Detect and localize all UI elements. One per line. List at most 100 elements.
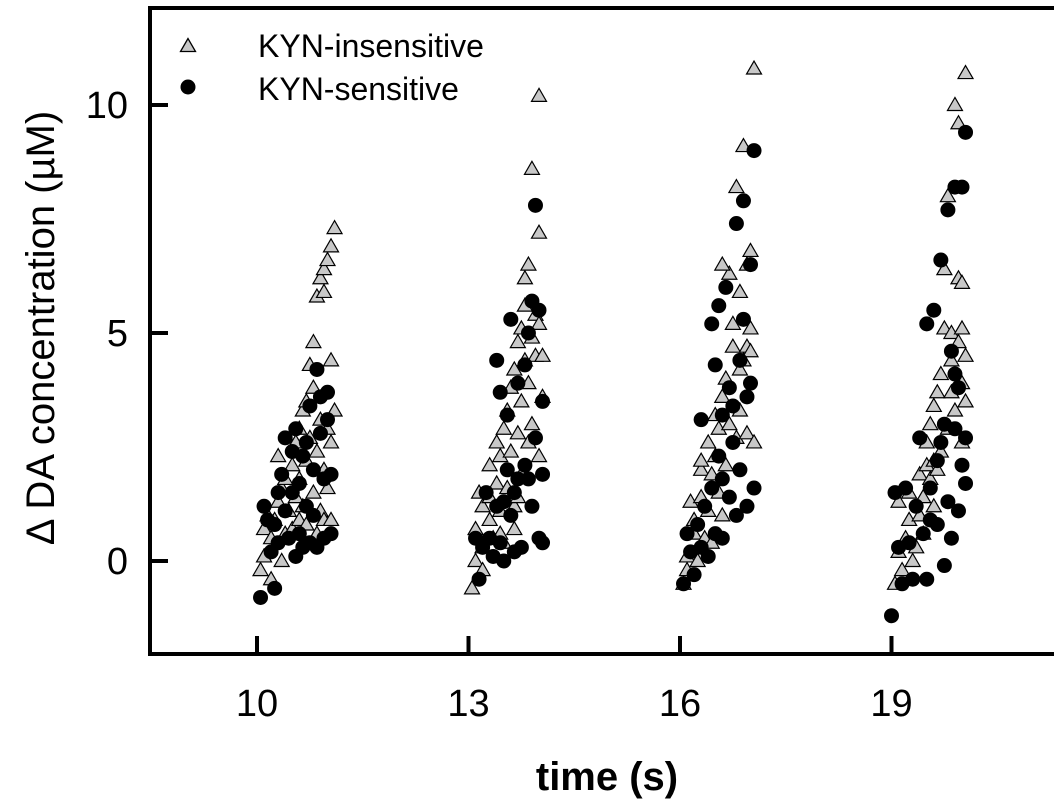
data-point-kyn-insensitive — [318, 251, 337, 267]
data-point-kyn-insensitive — [474, 497, 492, 513]
data-point-kyn-insensitive — [505, 360, 523, 376]
data-point-kyn-sensitive — [711, 298, 727, 314]
data-point-kyn-insensitive — [322, 237, 340, 253]
data-point-kyn-insensitive — [251, 561, 270, 577]
data-point-kyn-sensitive — [936, 558, 952, 574]
data-point-kyn-insensitive — [893, 561, 911, 577]
data-point-kyn-sensitive — [714, 407, 730, 423]
data-point-kyn-insensitive — [523, 160, 541, 175]
data-point-kyn-insensitive — [946, 96, 964, 112]
data-point-kyn-sensitive — [929, 453, 945, 469]
data-point-kyn-insensitive — [692, 451, 710, 467]
data-point-kyn-sensitive — [320, 384, 335, 400]
data-point-kyn-insensitive — [502, 442, 520, 458]
data-point-kyn-insensitive — [904, 552, 922, 568]
data-point-kyn-insensitive — [322, 351, 340, 367]
data-point-kyn-sensitive — [305, 462, 321, 478]
data-point-kyn-sensitive — [919, 316, 935, 332]
data-point-kyn-sensitive — [735, 311, 751, 327]
data-point-kyn-sensitive — [714, 530, 730, 546]
data-point-kyn-sensitive — [253, 589, 269, 605]
data-point-kyn-sensitive — [510, 471, 526, 487]
data-point-kyn-sensitive — [704, 480, 720, 496]
data-point-kyn-sensitive — [496, 494, 512, 510]
data-point-kyn-insensitive — [713, 255, 731, 271]
data-point-kyn-insensitive — [932, 365, 950, 381]
data-point-kyn-insensitive — [724, 337, 742, 353]
data-point-kyn-sensitive — [933, 252, 949, 268]
data-point-kyn-insensitive — [911, 465, 929, 481]
x-tick-label: 16 — [659, 683, 701, 725]
data-point-kyn-insensitive — [713, 506, 731, 522]
data-point-kyn-insensitive — [509, 424, 527, 440]
data-point-kyn-sensitive — [517, 457, 533, 473]
y-axis-title: Δ DA concentration (µM) — [19, 111, 63, 545]
data-point-kyn-sensitive — [499, 407, 515, 423]
data-point-kyn-sensitive — [270, 485, 286, 501]
x-axis-title: time (s) — [536, 755, 678, 799]
data-point-kyn-sensitive — [915, 526, 931, 542]
data-point-kyn-insensitive — [946, 401, 964, 417]
data-point-kyn-sensitive — [912, 430, 928, 446]
data-point-kyn-sensitive — [922, 480, 938, 496]
data-point-kyn-sensitive — [958, 475, 974, 491]
data-point-kyn-sensitive — [478, 485, 494, 501]
data-point-kyn-sensitive — [291, 526, 307, 542]
data-point-kyn-sensitive — [947, 366, 963, 382]
data-point-kyn-insensitive — [530, 223, 548, 239]
data-point-kyn-insensitive — [463, 579, 481, 595]
data-point-kyn-sensitive — [471, 571, 487, 587]
data-point-kyn-insensitive — [914, 488, 932, 504]
data-point-kyn-insensitive — [928, 383, 946, 399]
data-point-kyn-sensitive — [492, 384, 508, 400]
data-point-kyn-insensitive — [304, 483, 322, 499]
data-point-kyn-sensitive — [535, 393, 551, 409]
data-point-kyn-insensitive — [488, 433, 506, 449]
data-point-kyn-insensitive — [724, 315, 742, 330]
legend-marker-kyn-insensitive — [179, 37, 197, 53]
data-point-kyn-insensitive — [713, 388, 731, 403]
data-point-kyn-sensitive — [676, 576, 692, 592]
data-point-kyn-sensitive — [503, 311, 519, 327]
data-point-kyn-insensitive — [530, 315, 548, 330]
data-point-kyn-sensitive — [496, 553, 512, 569]
data-point-kyn-sensitive — [746, 480, 762, 496]
data-point-kyn-sensitive — [305, 507, 321, 523]
data-point-kyn-insensitive — [692, 461, 710, 476]
data-point-kyn-insensitive — [720, 415, 738, 431]
data-point-kyn-sensitive — [323, 526, 339, 542]
data-point-kyn-insensitive — [315, 260, 333, 276]
series-kyn-sensitive — [253, 124, 974, 624]
data-point-kyn-insensitive — [530, 447, 548, 463]
data-point-kyn-sensitive — [517, 357, 533, 373]
data-point-kyn-insensitive — [488, 474, 506, 490]
data-point-kyn-sensitive — [732, 352, 748, 368]
data-point-kyn-insensitive — [516, 269, 534, 285]
data-point-kyn-insensitive — [318, 479, 337, 495]
data-point-kyn-insensitive — [741, 242, 760, 258]
data-point-kyn-sensitive — [943, 530, 959, 546]
data-point-kyn-sensitive — [690, 517, 706, 533]
data-point-kyn-sensitive — [922, 512, 938, 528]
data-point-kyn-insensitive — [699, 433, 717, 449]
x-tick-label: 13 — [447, 683, 489, 725]
data-point-kyn-sensitive — [950, 380, 966, 396]
data-point-kyn-insensitive — [326, 401, 344, 417]
data-point-kyn-sensitive — [943, 343, 959, 359]
data-point-kyn-insensitive — [949, 114, 968, 130]
data-point-kyn-insensitive — [530, 87, 548, 102]
data-point-kyn-sensitive — [489, 352, 505, 368]
data-point-kyn-insensitive — [297, 515, 315, 531]
data-point-kyn-insensitive — [956, 347, 975, 362]
data-point-kyn-insensitive — [731, 360, 749, 376]
data-point-kyn-sensitive — [926, 302, 942, 318]
legend-label-kyn-insensitive: KYN-insensitive — [258, 28, 484, 64]
data-point-kyn-sensitive — [725, 398, 741, 414]
data-point-kyn-insensitive — [269, 493, 287, 508]
data-point-kyn-sensitive — [520, 325, 536, 341]
data-point-kyn-insensitive — [689, 552, 707, 568]
legend: KYN-insensitive KYN-sensitive — [179, 28, 484, 107]
data-point-kyn-sensitive — [954, 457, 970, 473]
data-point-kyn-sensitive — [320, 412, 335, 428]
